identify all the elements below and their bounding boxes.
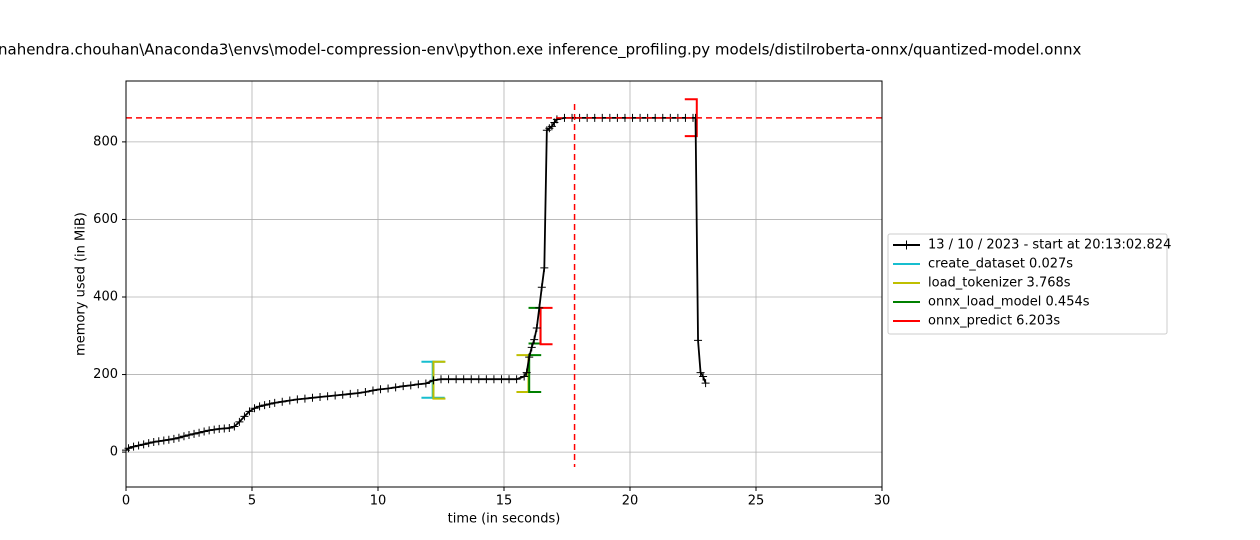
data-point — [399, 382, 408, 391]
data-point — [694, 336, 703, 345]
data-point — [368, 386, 377, 395]
x-tick-label: 25 — [748, 494, 765, 509]
data-point — [144, 439, 153, 448]
legend-label: onnx_load_model 0.454s — [928, 295, 1090, 310]
data-point — [225, 424, 234, 433]
data-point — [200, 427, 209, 436]
data-point — [452, 375, 461, 384]
data-point — [444, 375, 453, 384]
legend-label: load_tokenizer 3.768s — [928, 276, 1071, 291]
data-point — [265, 400, 274, 409]
data-point — [149, 438, 158, 447]
y-tick-label: 600 — [93, 212, 118, 227]
data-point — [293, 395, 302, 404]
data-point — [391, 383, 400, 392]
data-point — [522, 368, 531, 377]
data-point — [159, 436, 168, 445]
data-point — [489, 375, 498, 384]
x-tick-label: 5 — [248, 494, 256, 509]
x-tick-label: 20 — [622, 494, 639, 509]
data-point — [316, 393, 325, 402]
data-point — [185, 431, 193, 440]
plot-area: 0 5 10 15 20 25 30 0 200 400 600 800 — [93, 80, 891, 509]
data-point — [701, 379, 710, 388]
data-point — [437, 375, 445, 384]
data-point — [467, 375, 476, 384]
x-tick-label: 10 — [370, 494, 387, 509]
plot-frame — [125, 80, 883, 488]
y-tick-label: 0 — [110, 445, 118, 460]
data-point — [174, 433, 183, 442]
data-point — [406, 381, 415, 390]
data-point — [331, 391, 340, 400]
data-point — [552, 115, 561, 124]
data-point — [270, 398, 279, 407]
data-point — [260, 401, 269, 410]
data-point — [245, 407, 254, 416]
data-point — [525, 353, 534, 362]
y-tick-label: 800 — [93, 134, 118, 149]
data-point — [164, 435, 173, 444]
data-point — [512, 375, 521, 384]
data-point — [699, 372, 708, 381]
data-point — [532, 324, 541, 333]
data-point — [459, 375, 468, 384]
data-point — [474, 375, 483, 384]
data-point — [210, 425, 219, 434]
data-point — [527, 343, 536, 352]
y-axis-label: memory used (in MiB) — [74, 212, 89, 356]
data-point — [497, 375, 506, 384]
x-tick-label: 15 — [496, 494, 513, 509]
data-point — [190, 429, 199, 438]
y-tick-label: 200 — [93, 367, 118, 382]
data-point — [384, 384, 393, 393]
data-point — [323, 392, 332, 401]
data-point — [421, 379, 430, 388]
data-point — [376, 385, 385, 394]
data-point — [169, 434, 178, 443]
legend-label: onnx_predict 6.203s — [928, 314, 1060, 329]
data-point — [308, 393, 317, 402]
function-bracket — [528, 354, 542, 393]
data-point — [205, 426, 214, 435]
legend: 13 / 10 / 2023 - start at 20:13:02.824 cr… — [887, 233, 1171, 335]
data-point — [179, 432, 188, 441]
data-point — [285, 396, 294, 405]
data-point — [540, 263, 549, 272]
legend-box — [887, 233, 1168, 335]
data-point — [250, 404, 259, 413]
data-point — [535, 303, 544, 312]
function-bracket — [539, 306, 553, 346]
data-point — [482, 375, 491, 384]
data-point — [235, 417, 244, 426]
legend-label: 13 / 10 / 2023 - start at 20:13:02.824 — [928, 238, 1171, 253]
data-point — [240, 412, 249, 421]
x-axis-label: time (in seconds) — [448, 512, 561, 527]
data-point — [414, 380, 423, 389]
data-point — [338, 390, 347, 399]
x-tick-label: 30 — [874, 494, 891, 509]
data-point — [230, 422, 239, 431]
data-point — [353, 389, 362, 398]
data-point — [129, 442, 138, 451]
x-tick-label: 0 — [122, 494, 130, 509]
legend-label: create_dataset 0.027s — [928, 257, 1073, 272]
data-point — [139, 440, 148, 449]
data-point — [278, 397, 287, 406]
data-point — [195, 428, 204, 437]
y-tick-label: 400 — [93, 289, 118, 304]
legend-marker — [902, 240, 911, 250]
data-point — [530, 335, 539, 344]
data-point — [505, 375, 514, 384]
data-point — [361, 387, 370, 396]
chart-title: nahendra.chouhan\Anaconda3\envs\model-co… — [0, 41, 1081, 60]
data-point — [346, 389, 355, 398]
data-point — [255, 402, 264, 411]
data-point — [154, 437, 163, 446]
data-point — [537, 283, 546, 292]
data-point — [429, 376, 438, 385]
data-point — [134, 441, 143, 450]
data-point — [300, 394, 309, 403]
